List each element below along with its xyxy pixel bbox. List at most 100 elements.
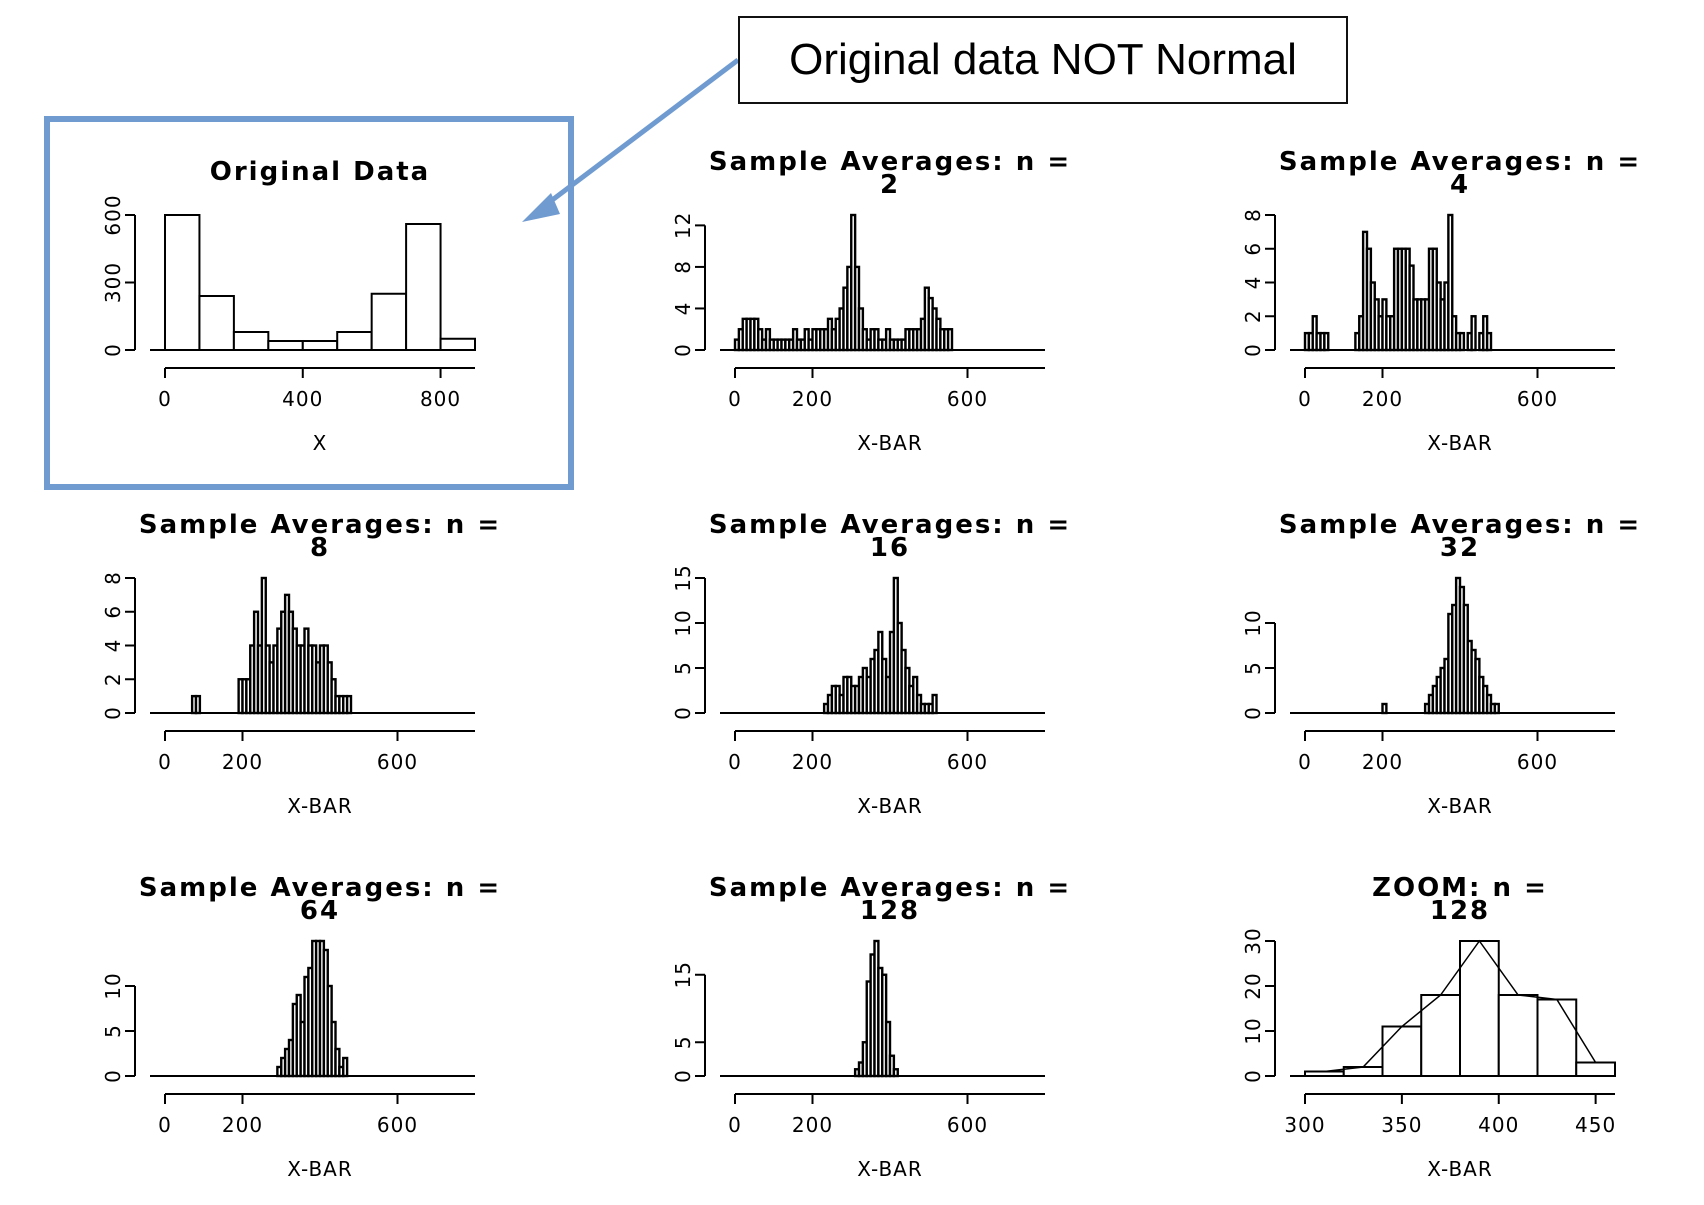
y-tick-label: 8 xyxy=(1241,208,1265,222)
x-axis-label: X xyxy=(313,431,328,455)
y-tick-label: 10 xyxy=(101,972,125,999)
y-tick-label: 2 xyxy=(1241,309,1265,323)
x-tick-label: 200 xyxy=(1362,387,1403,411)
y-tick-label: 6 xyxy=(1241,242,1265,256)
bar xyxy=(1458,331,1466,352)
bar xyxy=(931,693,938,715)
x-tick-label: 0 xyxy=(728,1113,742,1137)
x-tick-label: 600 xyxy=(1517,387,1558,411)
y-tick-label: 20 xyxy=(1241,972,1265,999)
x-axis-label: X-BAR xyxy=(857,1157,923,1181)
bar xyxy=(1470,315,1477,352)
bar xyxy=(1575,1061,1616,1077)
bar xyxy=(1536,998,1578,1077)
panel-subtitle: 16 xyxy=(870,533,910,563)
bar xyxy=(1420,994,1461,1077)
x-tick-label: 0 xyxy=(158,750,172,774)
panel-subtitle: 4 xyxy=(1450,170,1470,200)
y-tick-label: 0 xyxy=(671,706,695,720)
y-tick-label: 2 xyxy=(101,672,125,686)
y-tick-label: 5 xyxy=(671,1035,695,1049)
panel-subtitle: 8 xyxy=(310,533,330,563)
y-tick-label: 300 xyxy=(101,262,125,303)
panel-subtitle: 2 xyxy=(880,170,900,200)
y-tick-label: 5 xyxy=(671,661,695,675)
y-tick-label: 4 xyxy=(1241,276,1265,290)
y-tick-label: 30 xyxy=(1241,927,1265,954)
panel-1: Original Data 0 300 600 0 400 800 X xyxy=(101,157,476,455)
x-tick-label: 0 xyxy=(1298,387,1312,411)
callout-arrowhead xyxy=(522,193,560,222)
x-tick-label: 400 xyxy=(1478,1113,1519,1137)
bar xyxy=(345,694,353,715)
y-tick-label: 5 xyxy=(101,1024,125,1038)
y-tick-label: 4 xyxy=(101,639,125,653)
x-tick-label: 600 xyxy=(947,387,988,411)
x-tick-label: 200 xyxy=(792,387,833,411)
x-axis-label: X-BAR xyxy=(1427,1157,1493,1181)
density-curve xyxy=(1324,939,1597,1073)
y-tick-label: 0 xyxy=(1241,343,1265,357)
callout-box: Original data NOT Normal xyxy=(738,16,1348,104)
y-tick-label: 15 xyxy=(671,564,695,591)
panel-subtitle: 64 xyxy=(300,896,340,926)
y-tick-label: 10 xyxy=(671,609,695,636)
bar xyxy=(1493,702,1500,715)
x-tick-label: 0 xyxy=(1298,750,1312,774)
bar xyxy=(1485,331,1493,352)
bar xyxy=(1323,331,1330,352)
x-tick-label: 200 xyxy=(1362,750,1403,774)
y-tick-label: 5 xyxy=(1241,661,1265,675)
panel-title: Sample Averages: n = xyxy=(1279,510,1641,540)
x-tick-label: 200 xyxy=(222,1113,263,1137)
bar xyxy=(198,295,235,351)
x-tick-label: 600 xyxy=(947,1113,988,1137)
x-tick-label: 800 xyxy=(420,387,461,411)
panel-title: Sample Averages: n = xyxy=(709,873,1071,903)
x-axis-label: X-BAR xyxy=(287,1157,353,1181)
bar xyxy=(342,1056,349,1078)
y-tick-label: 0 xyxy=(1241,1069,1265,1083)
y-tick-label: 12 xyxy=(671,212,695,239)
x-axis-label: X-BAR xyxy=(287,794,353,818)
x-tick-label: 300 xyxy=(1284,1113,1325,1137)
bar xyxy=(164,214,201,351)
x-tick-label: 600 xyxy=(947,750,988,774)
x-tick-label: 0 xyxy=(158,387,172,411)
panel-title: Sample Averages: n = xyxy=(1279,147,1641,177)
y-tick-label: 0 xyxy=(101,1069,125,1083)
panel-title: Sample Averages: n = xyxy=(139,510,501,540)
y-tick-label: 600 xyxy=(101,194,125,235)
panel-5: Sample Averages: n =16 0 5 10 15 0 200 600 X-BAR xyxy=(671,510,1071,818)
y-tick-label: 8 xyxy=(671,260,695,274)
bar xyxy=(892,1068,899,1078)
panel-title: Sample Averages: n = xyxy=(139,873,501,903)
x-tick-label: 450 xyxy=(1575,1113,1616,1137)
panel-7: Sample Averages: n =64 0 5 10 0 200 600 X-BAR xyxy=(101,873,501,1181)
bar xyxy=(194,694,202,715)
x-axis-label: X-BAR xyxy=(857,431,923,455)
x-tick-label: 0 xyxy=(728,750,742,774)
panel-6: Sample Averages: n =32 0 5 10 0 200 600 X-BAR xyxy=(1241,510,1641,818)
panel-title: ZOOM: n = xyxy=(1372,873,1548,903)
panel-9: ZOOM: n =128 0 10 20 30 300 350 400 450 X-BAR xyxy=(1241,873,1616,1181)
panel-subtitle: 32 xyxy=(1440,533,1480,563)
y-tick-label: 10 xyxy=(1241,1017,1265,1044)
x-tick-label: 200 xyxy=(222,750,263,774)
original-data-highlight-box xyxy=(44,116,574,490)
panel-title: Sample Averages: n = xyxy=(709,510,1071,540)
y-tick-label: 0 xyxy=(1241,706,1265,720)
bar xyxy=(946,328,954,352)
bar xyxy=(1381,1025,1423,1077)
panel-title: Sample Averages: n = xyxy=(709,147,1071,177)
y-tick-label: 10 xyxy=(1241,609,1265,636)
x-tick-label: 200 xyxy=(792,1113,833,1137)
x-tick-label: 400 xyxy=(282,387,323,411)
panel-title: Original Data xyxy=(210,157,430,187)
bar xyxy=(1497,994,1539,1077)
x-tick-label: 350 xyxy=(1381,1113,1422,1137)
x-axis-label: X-BAR xyxy=(857,794,923,818)
y-tick-label: 4 xyxy=(671,302,695,316)
